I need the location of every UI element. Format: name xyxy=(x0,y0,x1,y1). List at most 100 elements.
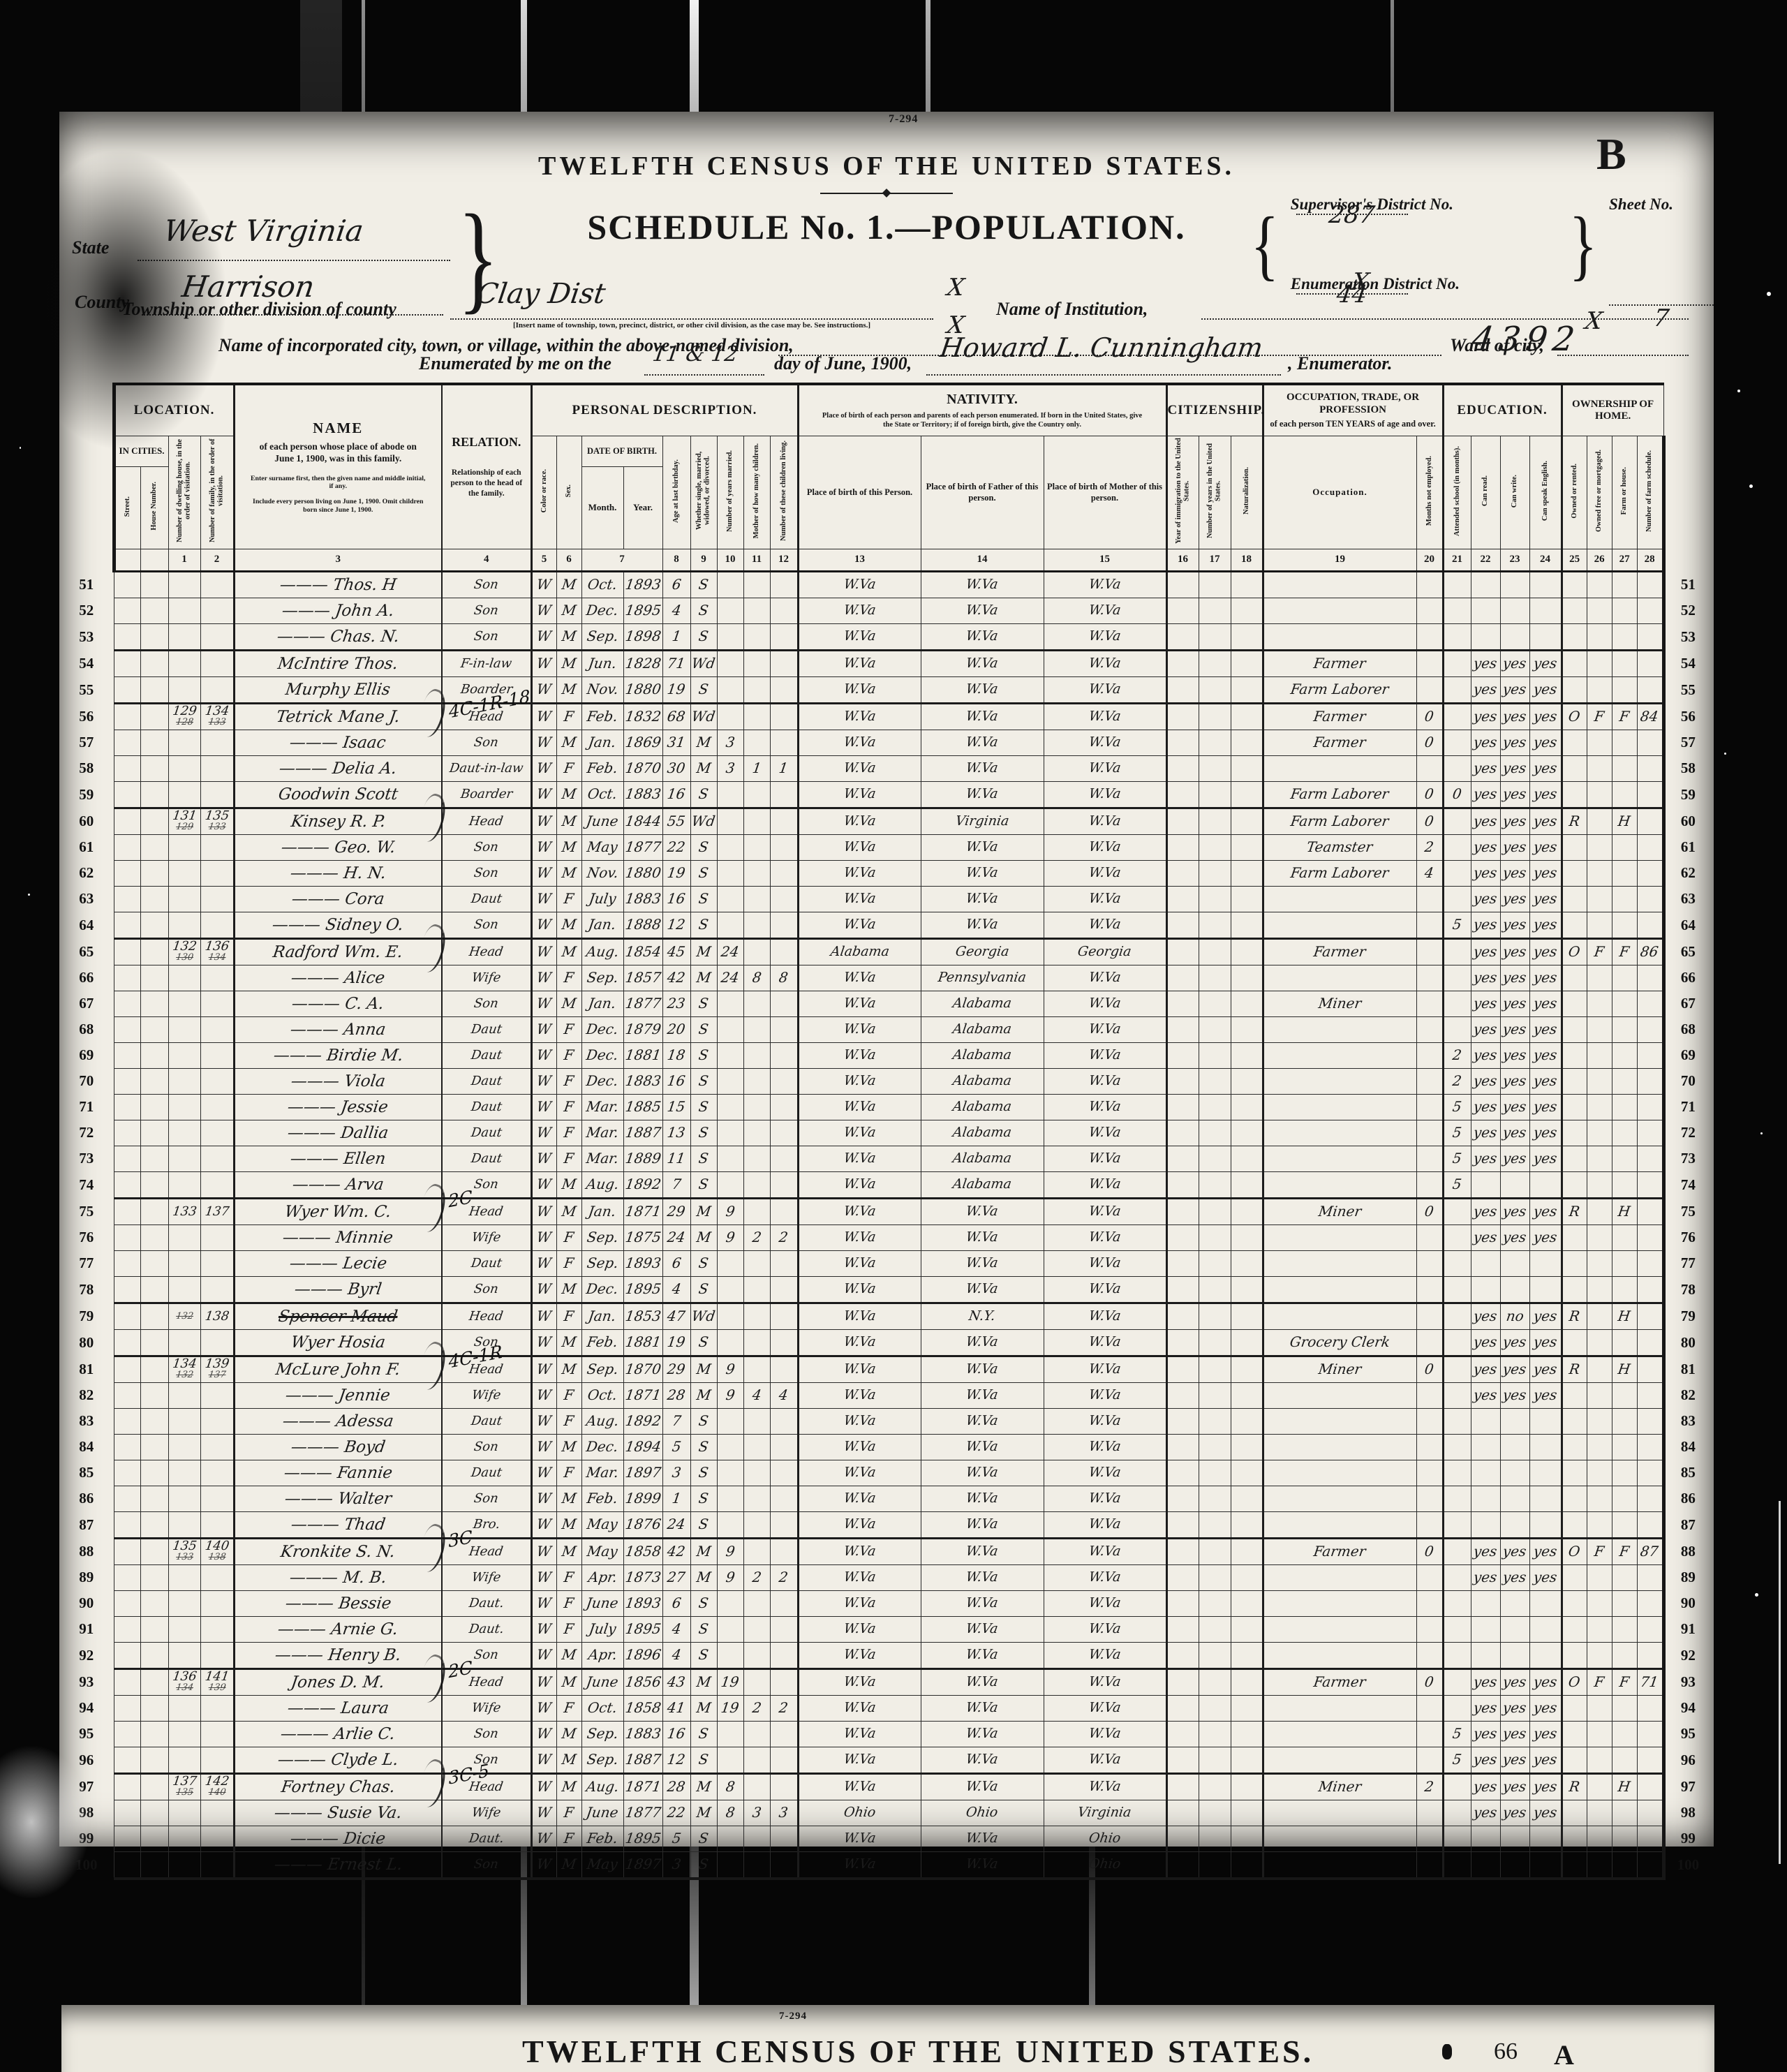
header-owned-free-mortgaged: Owned free or mortgaged. xyxy=(1586,435,1612,549)
cell-pm: W.Va xyxy=(1043,1746,1167,1774)
cell-ym xyxy=(716,1171,744,1199)
cell-rd: yes xyxy=(1470,1772,1501,1800)
line-number-right: 81 xyxy=(1680,1360,1696,1377)
cell-dw xyxy=(168,1250,201,1277)
cell-house xyxy=(140,1016,169,1043)
cell-bm: Sep. xyxy=(581,1720,624,1747)
line-number-right: 61 xyxy=(1680,838,1696,855)
cell-mu xyxy=(1416,1459,1444,1486)
cell-house xyxy=(140,937,169,965)
cell-occ: Farm Laborer xyxy=(1261,676,1417,704)
cell-fam xyxy=(200,1067,235,1095)
cell-fh xyxy=(1611,1564,1638,1591)
cell-yu xyxy=(1198,729,1231,756)
line-number-right: 80 xyxy=(1680,1333,1696,1351)
cell-mc xyxy=(743,1772,771,1800)
cell-own xyxy=(1560,1615,1587,1643)
cell-att xyxy=(1441,1641,1471,1669)
cell-bm: Dec. xyxy=(581,1042,624,1069)
cell-street xyxy=(113,964,141,991)
cell-street xyxy=(113,1301,141,1330)
cell-c: W xyxy=(530,1641,557,1669)
header-can-speak-english: Can speak English. xyxy=(1529,435,1562,549)
cell-mt: F xyxy=(1586,1667,1612,1696)
cell-nat xyxy=(1230,859,1263,887)
cell-own xyxy=(1560,1067,1587,1095)
cell-yu xyxy=(1198,1851,1231,1880)
cell-nat xyxy=(1230,1016,1263,1043)
cell-pm: W.Va xyxy=(1043,1382,1167,1409)
cell-house xyxy=(140,1354,169,1383)
cell-en xyxy=(1529,1275,1562,1303)
cell-ms: S xyxy=(690,859,718,887)
cell-cl: 8 xyxy=(769,964,799,991)
cell-cl xyxy=(769,1537,799,1565)
cell-mt xyxy=(1586,1564,1612,1591)
cell-c: W xyxy=(530,806,557,835)
cell-cl xyxy=(769,1459,799,1486)
cell-mc xyxy=(743,885,771,912)
cell-age: 16 xyxy=(662,1067,691,1095)
section-relation: RELATION. Relationship of each person to… xyxy=(441,383,532,549)
header-house-number: House Number. xyxy=(140,466,169,549)
cell-rel: Head xyxy=(441,937,532,965)
cell-mt xyxy=(1586,1275,1612,1303)
cell-pf: W.Va xyxy=(920,885,1044,912)
cell-wr: yes xyxy=(1499,1354,1530,1383)
cell-dw xyxy=(168,1382,201,1409)
cell-mc xyxy=(743,1354,771,1383)
cell-iy xyxy=(1165,806,1199,835)
line-number-left: 74 xyxy=(79,1176,94,1193)
film-speck xyxy=(1755,1593,1758,1597)
cell-ym xyxy=(716,1329,744,1356)
cell-mu: 0 xyxy=(1416,702,1444,730)
cell-mu: 0 xyxy=(1416,1197,1444,1225)
brace-left: { xyxy=(1250,202,1280,288)
cell-age: 45 xyxy=(662,937,691,965)
cell-own xyxy=(1560,1275,1587,1303)
cell-occ xyxy=(1261,1641,1417,1669)
header-immigration-year: Year of immigration to the United States… xyxy=(1165,435,1199,549)
cell-mu xyxy=(1416,1485,1444,1512)
cell-wr: yes xyxy=(1499,937,1530,965)
cell-bm: Oct. xyxy=(581,780,624,808)
cell-pm: W.Va xyxy=(1043,1145,1167,1172)
cell-ms: S xyxy=(690,1042,718,1069)
cell-bm: July xyxy=(581,1615,624,1643)
cell-mt xyxy=(1586,834,1612,861)
cell-dw xyxy=(168,597,201,624)
cell-by: 1885 xyxy=(623,1093,663,1120)
cell-iy xyxy=(1165,1694,1199,1722)
cell-name: ——— Arnie G. xyxy=(232,1615,443,1643)
state-value: West Virginia xyxy=(161,214,366,248)
cell-street xyxy=(113,911,141,939)
cell-c: W xyxy=(530,1667,557,1696)
cell-house xyxy=(140,729,169,756)
cell-house xyxy=(140,1119,169,1146)
cell-fs xyxy=(1636,911,1666,939)
cell-fam xyxy=(200,1329,235,1356)
cell-house xyxy=(140,1433,169,1460)
colnum: 17 xyxy=(1198,548,1231,572)
cell-age: 6 xyxy=(662,1250,691,1277)
cell-rd: yes xyxy=(1470,990,1501,1017)
cell-ms: M xyxy=(690,964,718,991)
cell-nat xyxy=(1230,649,1263,677)
cell-s: F xyxy=(556,1067,582,1095)
line-number-right: 52 xyxy=(1680,602,1696,619)
cell-bm: May xyxy=(581,1537,624,1565)
cell-age: 28 xyxy=(662,1382,691,1409)
cell-occ xyxy=(1261,1746,1417,1774)
cell-name: ——— M. B. xyxy=(232,1564,443,1591)
cell-pm: W.Va xyxy=(1043,885,1167,912)
cell-nat xyxy=(1230,1433,1263,1460)
cell-pb: W.Va xyxy=(796,1615,921,1643)
correction-mark: 3C xyxy=(447,1526,473,1551)
cell-house xyxy=(140,1382,169,1409)
cell-fam: 142 140 xyxy=(200,1772,235,1800)
cell-by: 1877 xyxy=(623,990,663,1017)
cell-yu xyxy=(1198,937,1231,965)
cell-by: 1880 xyxy=(623,859,663,887)
enumerator-name: Howard L. Cunningham xyxy=(937,332,1265,363)
cell-rel: Head 2C xyxy=(441,1186,532,1225)
